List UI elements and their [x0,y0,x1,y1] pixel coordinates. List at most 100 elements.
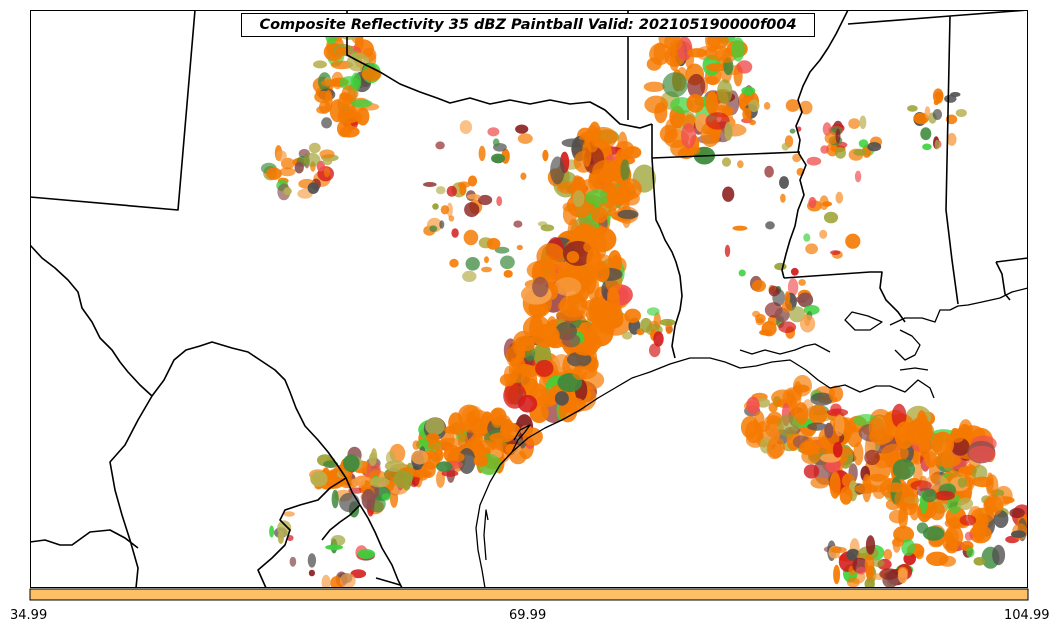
paintball-blob [830,250,841,256]
paintball-blob [566,251,580,263]
paintball-blob [323,460,338,468]
paintball-blob [722,157,731,167]
paintball-blob [323,167,330,178]
paintball-blob [955,109,967,117]
paintball-blob [792,384,810,393]
paintball-blob [310,470,328,487]
paintball-blob [494,246,510,254]
paintball-blob [915,549,924,560]
paintball-blob [738,269,746,277]
paintball-blob [935,93,942,103]
paintball-blob [266,167,282,180]
paintball-blob [757,421,771,432]
paintball-blob [481,266,492,273]
map-frame [30,10,1028,588]
paintball-blob [540,224,555,232]
paintball-blob [922,489,937,503]
paintball-blob [439,220,445,229]
paintball-blob [584,189,610,205]
paintball-blob [649,343,661,358]
paintball-blob [805,243,818,255]
paintball-blob [554,391,569,406]
paintball-blob [848,118,861,129]
paintball-blob [351,477,366,487]
paintball-blob [561,138,586,148]
paintball-blob [429,225,438,232]
paintball-blob [853,148,867,156]
paintball-blob [731,37,745,62]
paintball-blob [724,244,731,257]
paintball-blob [592,305,616,330]
paintball-blob [361,67,382,82]
paintball-blob [588,226,617,253]
paintball-blob [829,471,841,499]
paintball-blob [457,181,471,188]
mx-border-4 [321,504,361,541]
paintball-blob [330,535,346,546]
paintball-blob [441,470,459,477]
paintball-blob [307,553,317,568]
paintball-blob [621,331,633,340]
paintball-blob [788,306,806,323]
paintball-blob [777,414,799,437]
paintball-blob [823,211,839,224]
map-title: Composite Reflectivity 35 dBZ Paintball … [241,13,815,37]
paintball-blob [350,72,362,91]
paintball-blob [471,416,485,437]
paintball-blob [473,454,489,467]
paintball-blob [487,127,500,137]
paintball-blob [864,554,875,576]
paintball-blob [320,79,341,87]
nm-border [30,10,196,211]
tx-la-border [651,124,683,359]
paintball-blob [653,331,664,347]
paintball-blob [476,440,497,451]
paintball-blob [681,123,697,149]
paintball-blob [736,60,753,74]
mx-border-1 [109,395,153,588]
paintball-blob [832,441,843,458]
paintball-blob [828,385,844,403]
colorbar-tick-max: 104.99 [1004,608,1050,623]
paintball-blob [807,422,828,431]
paintball-blob [922,143,932,151]
paintball-blob [411,450,429,465]
paintball-blob [932,109,943,120]
paintball-blob [763,102,771,110]
paintball-blob [337,119,353,138]
paintball-blob [968,445,996,463]
al-ga-border-2 [995,261,1011,301]
paintball-blob [742,107,752,121]
paintball-blob [789,128,796,134]
paintball-blob [931,431,955,457]
paintball-blob [436,461,453,472]
paintball-blob [325,544,343,551]
paintball-blob [313,60,327,69]
paintball-blob [827,408,849,417]
paintball-blob [898,506,908,529]
paintball-blob [624,308,641,323]
paintball-blob [478,194,493,206]
paintball-blob [573,342,598,356]
paintball-blob [983,495,1004,516]
paintball-blob [924,106,931,119]
paintball-blob [897,568,908,584]
political-borders [30,10,1028,588]
paintball-blob [778,321,797,334]
paintball-blob [435,186,446,195]
paintball-blob [819,229,828,239]
paintball-blob [756,398,771,408]
paintball-blob [947,132,957,146]
paintball-blob [484,256,489,264]
paintball-blob [350,99,373,108]
paintball-blob [751,279,767,292]
paintball-blob [624,146,642,159]
paintball-blob [835,146,846,159]
paintball-blob [859,115,867,130]
paintball-blob [500,255,515,270]
paintball-blob [513,220,523,228]
paintball-blob [319,149,335,159]
barrier-island [483,509,489,561]
paintball-blob [659,124,678,144]
paintball-blob [330,576,343,588]
